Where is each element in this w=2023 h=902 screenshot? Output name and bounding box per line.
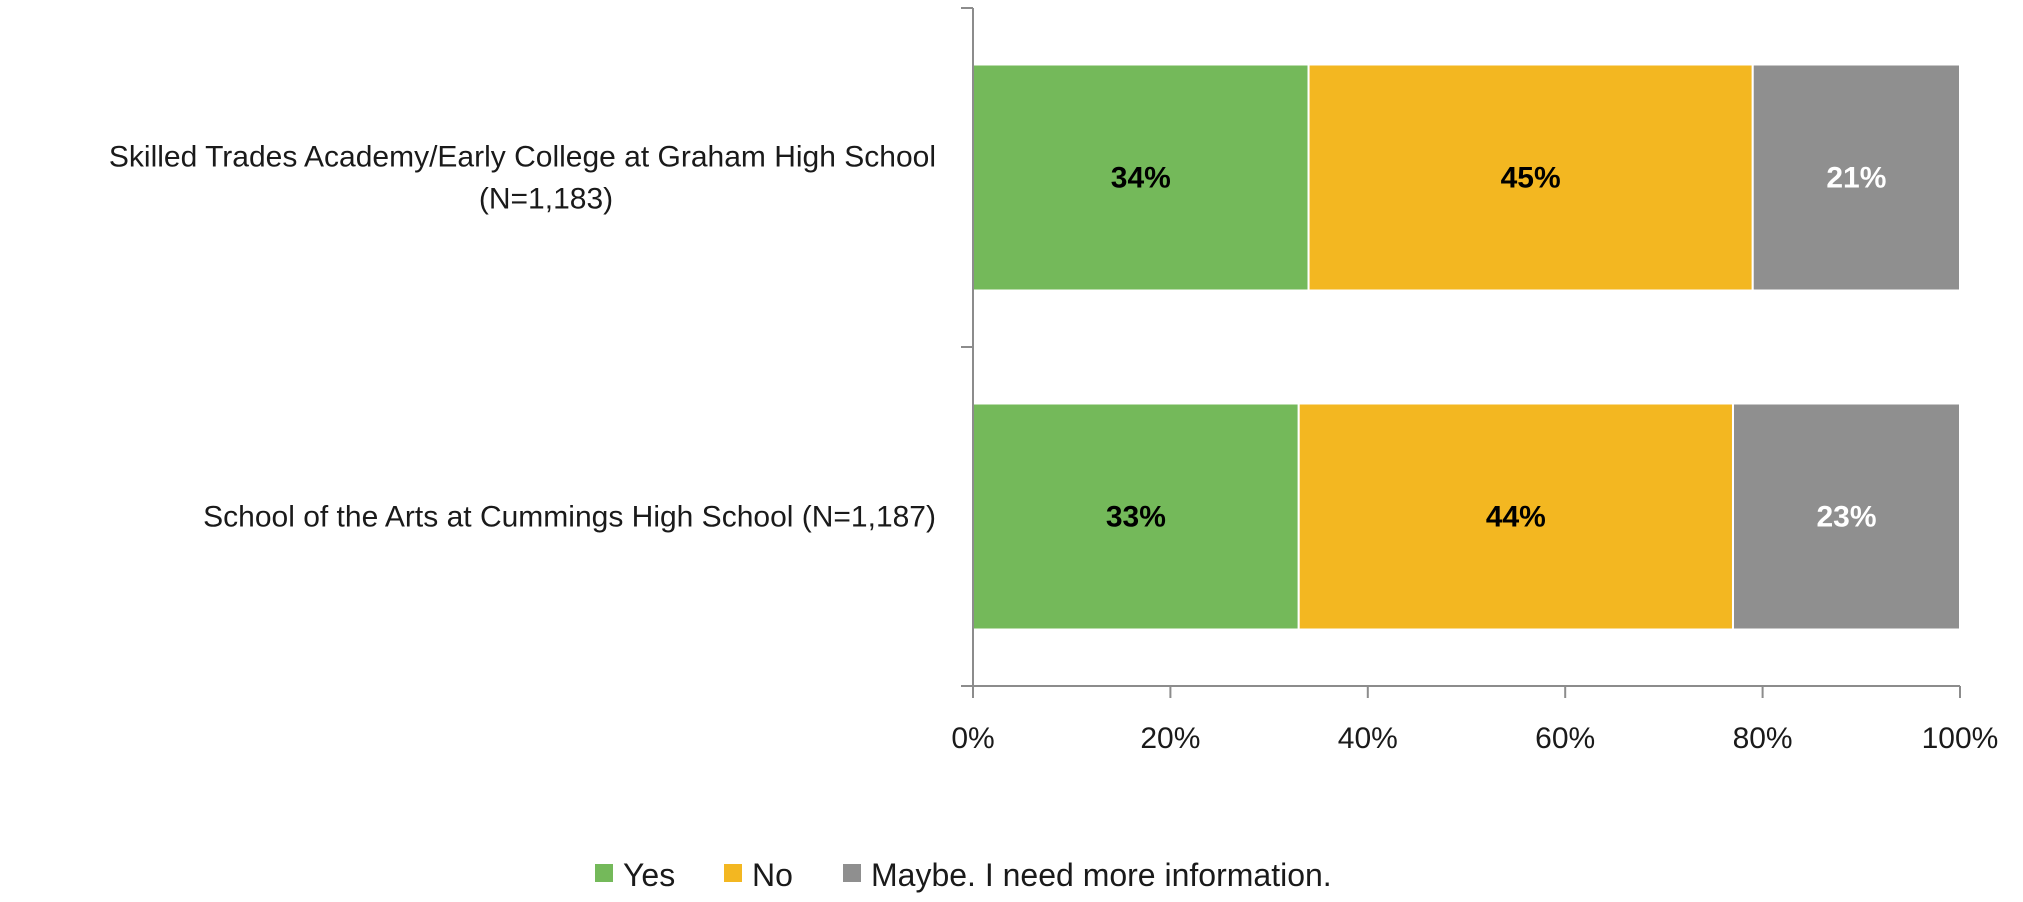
category-labels-group: Skilled Trades Academy/Early College at … bbox=[109, 141, 936, 534]
legend-swatch bbox=[595, 864, 613, 882]
bar-segment bbox=[1751, 63, 1961, 292]
legend: Yes No Maybe. I need more information. bbox=[595, 857, 1332, 893]
category-label-line: (N=1,183) bbox=[479, 183, 613, 216]
bar-segment bbox=[1731, 402, 1961, 631]
x-tick-label: 40% bbox=[1338, 722, 1398, 755]
x-tick-label: 0% bbox=[951, 722, 994, 755]
legend-label: Maybe. I need more information. bbox=[871, 857, 1332, 893]
category-label: School of the Arts at Cummings High Scho… bbox=[203, 501, 936, 534]
x-tick-label: 20% bbox=[1140, 722, 1200, 755]
data-label: 33% bbox=[1106, 501, 1166, 534]
legend-label: No bbox=[752, 857, 793, 893]
data-label: 34% bbox=[1111, 162, 1171, 195]
category-label: Skilled Trades Academy/Early College at … bbox=[109, 141, 936, 216]
legend-swatch bbox=[724, 864, 742, 882]
data-label: 21% bbox=[1826, 162, 1886, 195]
axes-group: 0% 20% 40% 60% 80% 100% bbox=[951, 7, 1999, 755]
legend-label: Yes bbox=[623, 857, 675, 893]
category-label-line: Skilled Trades Academy/Early College at … bbox=[109, 141, 936, 174]
bar-segment bbox=[1307, 63, 1754, 292]
data-label: 23% bbox=[1816, 501, 1876, 534]
data-label: 44% bbox=[1486, 501, 1546, 534]
legend-swatch bbox=[843, 864, 861, 882]
category-label-line: School of the Arts at Cummings High Scho… bbox=[203, 501, 936, 534]
bar-segment bbox=[972, 63, 1310, 292]
bar-segment bbox=[1297, 402, 1734, 631]
x-tick-label: 100% bbox=[1922, 722, 1999, 755]
data-label: 45% bbox=[1501, 162, 1561, 195]
data-labels-group: 34% 45% 21% 33% 44% 23% bbox=[1106, 162, 1887, 534]
bar-segment bbox=[972, 402, 1300, 631]
x-tick-label: 60% bbox=[1535, 722, 1595, 755]
x-tick-label: 80% bbox=[1733, 722, 1793, 755]
bars-group bbox=[972, 63, 1961, 631]
